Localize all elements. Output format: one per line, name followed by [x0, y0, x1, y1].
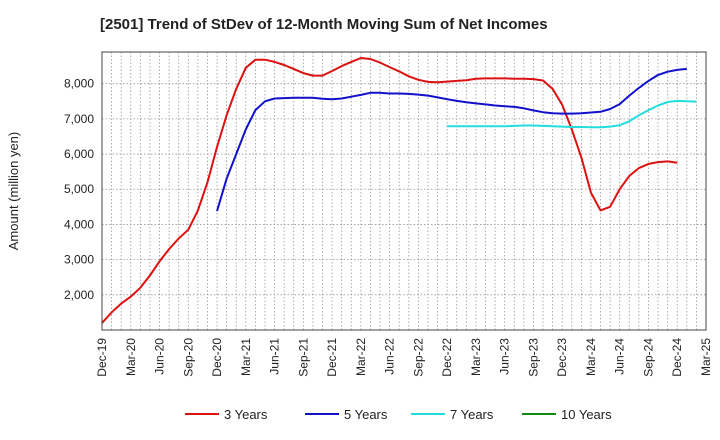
y-tick-label: 6,000: [64, 147, 94, 161]
x-tick-label: Jun-22: [383, 338, 397, 375]
plot-area-frame: [101, 51, 707, 331]
y-tick-label: 2,000: [64, 288, 94, 302]
y-tick-label: 4,000: [64, 217, 94, 231]
chart-title: [2501] Trend of StDev of 12-Month Moving…: [100, 16, 548, 33]
legend-label: 10 Years: [561, 407, 612, 422]
x-tick-label: Sep-21: [296, 338, 310, 377]
legend: 3 Years 5 Years 7 Years 10 Years: [185, 407, 612, 422]
legend-label: 7 Years: [450, 407, 494, 422]
y-tick-label: 3,000: [64, 253, 94, 267]
y-axis: 2,000 3,000 4,000 5,000 6,000 7,000 8,000: [64, 77, 94, 302]
series-line-5-years: [216, 67, 687, 212]
x-tick-label: Mar-23: [469, 338, 483, 376]
x-tick-label: Sep-20: [181, 338, 195, 377]
y-tick-label: 5,000: [64, 182, 94, 196]
y-tick-label: 7,000: [64, 112, 94, 126]
x-tick-label: Dec-22: [440, 338, 454, 377]
x-tick-label: Jun-20: [153, 338, 167, 375]
x-tick-label: Jun-24: [613, 338, 627, 375]
x-tick-label: Sep-23: [526, 338, 540, 377]
legend-label: 3 Years: [224, 407, 268, 422]
x-tick-label: Mar-22: [354, 338, 368, 376]
x-tick-label: Jun-21: [268, 338, 282, 375]
x-tick-label: Dec-24: [670, 338, 684, 377]
x-tick-label: Mar-21: [239, 338, 253, 376]
series-line-3-years: [101, 57, 678, 324]
series-line-7-years: [447, 99, 697, 129]
x-tick-label: Jun-23: [498, 338, 512, 375]
y-axis-title: Amount (million yen): [6, 132, 21, 251]
x-tick-label: Dec-21: [325, 338, 339, 377]
x-tick-label: Mar-25: [699, 338, 713, 376]
y-tick-label: 8,000: [64, 77, 94, 91]
x-tick-label: Dec-20: [210, 338, 224, 377]
x-tick-label: Dec-23: [555, 338, 569, 377]
x-tick-label: Mar-24: [584, 338, 598, 376]
x-tick-label: Sep-22: [411, 338, 425, 377]
x-axis: Dec-19 Mar-20 Jun-20 Sep-20 Dec-20 Mar-21 Jun-…: [95, 338, 713, 377]
series-lines: [101, 57, 697, 324]
x-tick-label: Mar-20: [124, 338, 138, 376]
legend-label: 5 Years: [344, 407, 388, 422]
x-tick-label: Sep-24: [641, 338, 655, 377]
x-tick-label: Dec-19: [95, 338, 109, 377]
